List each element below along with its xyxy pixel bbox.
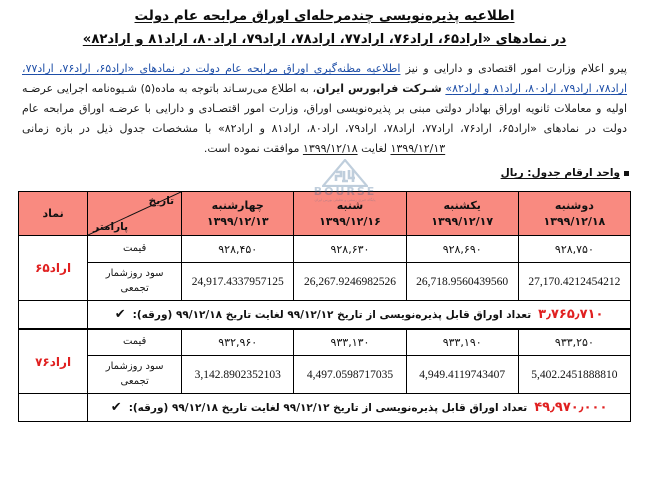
paragraph-segment-1[interactable]: اطلاعیه مظنه‌گیری اوراق مرابحه عام دولت …: [22, 62, 628, 96]
logo-mark-icon: [322, 159, 368, 188]
accrued-profit-cell: 4,497.0598717035: [293, 355, 407, 395]
subscription-summary-text: تعداد اوراق قابل پذیره‌نویسی از تاریخ ۹۹…: [128, 401, 528, 414]
paragraph-segment-7: ۱۳۹۹/۱۲/۱۸: [302, 142, 358, 156]
accrued-profit-cell: 3,142.8902352103: [181, 355, 295, 395]
table-head: دوشنبه ۱۳۹۹/۱۲/۱۸ یکشنبه ۱۳۹۹/۱۲/۱۷ شنبه…: [17, 191, 632, 237]
subscription-summary-cell: ۳٫۷۶۵٫۷۱۰ تعداد اوراق قابل پذیره‌نویسی ا…: [87, 300, 631, 330]
column-header-date-1: چهارشنبه ۱۳۹۹/۱۲/۱۳: [181, 191, 295, 237]
price-cell: ۹۲۸,۴۵۰: [181, 235, 295, 264]
paragraph-segment-3: شـرکت فرابورس ایران: [316, 82, 442, 96]
accrued-profit-cell: 26,267.9246982526: [293, 262, 407, 302]
table-row-summary: ۴۹٫۹۷۰٫۰۰۰ تعداد اوراق قابل پذیره‌نویسی …: [17, 393, 631, 423]
symbol-cell: اراد۶۵: [17, 235, 89, 302]
symbol-cell-spacer: [17, 300, 89, 330]
symbol-cell-spacer: [17, 393, 89, 423]
accrued-profit-cell: 5,402.2451888810: [517, 355, 632, 395]
accrued-value: 24,917.4337957125: [191, 275, 284, 288]
unit-note-row: واحد ارقام جدول: ریال BOURSE پایگاه خبری…: [0, 159, 649, 202]
price-cell: ۹۲۸,۶۹۰: [405, 235, 519, 264]
price-cell: ۹۳۳,۱۹۰: [405, 327, 519, 357]
subscription-total-value: ۴۹٫۹۷۰٫۰۰۰: [534, 400, 608, 416]
accrued-value: 3,142.8902352103: [194, 368, 281, 381]
check-mark-icon: ✔: [110, 400, 122, 416]
subscription-total-value: ۳٫۷۶۵٫۷۱۰: [538, 307, 604, 323]
row-label-price: قیمت: [87, 327, 183, 357]
date-label: ۱۳۹۹/۱۲/۱۷: [431, 214, 494, 228]
subscription-summary-cell: ۴۹٫۹۷۰٫۰۰۰ تعداد اوراق قابل پذیره‌نویسی …: [87, 393, 631, 423]
page-title-line-1: اطلاعیه پذیره‌نویسی چندمرحله‌ای اوراق مر…: [134, 8, 515, 24]
table-body: ۹۲۸,۷۵۰ ۹۲۸,۶۹۰ ۹۲۸,۶۳۰ ۹۲۸,۴۵۰ قیمت ارا…: [17, 235, 632, 423]
table-row: ۹۲۸,۷۵۰ ۹۲۸,۶۹۰ ۹۲۸,۶۳۰ ۹۲۸,۴۵۰ قیمت ارا…: [17, 235, 632, 302]
date-label: ۱۳۹۹/۱۲/۱۶: [319, 214, 381, 228]
column-header-date-4: دوشنبه ۱۳۹۹/۱۲/۱۸: [517, 191, 632, 237]
accrued-value: 4,949.4119743407: [419, 368, 506, 381]
table-row-summary: ۳٫۷۶۵٫۷۱۰ تعداد اوراق قابل پذیره‌نویسی ا…: [17, 300, 631, 330]
table-row: ۹۳۳,۲۵۰ ۹۳۳,۱۹۰ ۹۳۳,۱۳۰ ۹۳۲,۹۶۰ قیمت ارا…: [17, 327, 632, 395]
accrued-profit-cell: 26,718.9560439560: [405, 262, 519, 302]
subscription-summary-text: تعداد اوراق قابل پذیره‌نویسی از تاریخ ۹۹…: [132, 308, 532, 321]
column-header-parameter-date-split: تاریخ پارامتر: [87, 191, 183, 237]
column-header-date-2: شنبه ۱۳۹۹/۱۲/۱۶: [293, 191, 407, 237]
accrued-value: 26,267.9246982526: [303, 275, 396, 288]
accrued-label-line-2: تجمعی: [120, 375, 149, 387]
weekday-label: یکشنبه: [443, 199, 481, 213]
check-mark-icon: ✔: [114, 307, 126, 323]
date-label: ۱۳۹۹/۱۲/۱۸: [543, 214, 606, 228]
accrued-value: 4,497.0598717035: [306, 368, 394, 381]
price-cell: ۹۳۳,۱۳۰: [293, 327, 407, 357]
announcement-paragraph: پیرو اعلام وزارت امور اقتصادی و دارایی و…: [22, 59, 627, 159]
column-header-symbol: نماد: [17, 191, 89, 237]
accrued-profit-cell: 24,917.4337957125: [181, 262, 295, 302]
diagonal-divider-icon: [88, 192, 182, 236]
weekday-label: دوشنبه: [554, 199, 594, 213]
bond-table-wrapper: دوشنبه ۱۳۹۹/۱۲/۱۸ یکشنبه ۱۳۹۹/۱۲/۱۷ شنبه…: [17, 191, 632, 423]
paragraph-segment-6: لغایت: [357, 142, 391, 156]
price-cell: ۹۳۳,۲۵۰: [517, 327, 632, 357]
row-label-accrued-profit: سود روزشمار تجمعی: [87, 355, 183, 395]
accrued-label-line-1: سود روزشمار: [105, 268, 164, 280]
accrued-label-line-1: سود روزشمار: [105, 361, 164, 373]
accrued-profit-cell: 4,949.4119743407: [405, 355, 519, 395]
table-row: 27,170.4212454212 26,718.9560439560 26,2…: [19, 262, 632, 302]
page-title-line-2: در نمادهای «اراد۶۵، اراد۷۶، اراد۷۷، اراد…: [82, 31, 567, 47]
row-label-accrued-profit: سود روزشمار تجمعی: [87, 262, 183, 302]
symbol-cell: اراد۷۶: [17, 327, 89, 395]
column-header-date-3: یکشنبه ۱۳۹۹/۱۲/۱۷: [405, 191, 519, 237]
diagonal-label-parameter: پارامتر: [93, 221, 129, 234]
date-label: ۱۳۹۹/۱۲/۱۳: [206, 214, 269, 228]
accrued-value: 27,170.4212454212: [528, 275, 621, 288]
diagonal-label-date: تاریخ: [148, 195, 175, 208]
accrued-value: 26,718.9560439560: [416, 275, 509, 288]
price-cell: ۹۲۸,۶۳۰: [293, 235, 407, 264]
table-row: 5,402.2451888810 4,949.4119743407 4,497.…: [19, 355, 632, 395]
unit-note-label: واحد ارقام جدول: ریال: [500, 167, 620, 180]
square-bullet-icon: [624, 170, 629, 176]
table-header-row: دوشنبه ۱۳۹۹/۱۲/۱۸ یکشنبه ۱۳۹۹/۱۲/۱۷ شنبه…: [17, 191, 632, 237]
paragraph-segment-4: ، به اطلاع می‌رسـاند باتوجه به ماده(۵) ش…: [22, 82, 628, 136]
weekday-label: چهارشنبه: [211, 199, 264, 213]
paragraph-segment-5: ۱۳۹۹/۱۲/۱۳: [390, 142, 446, 156]
weekday-label: شنبه: [336, 199, 364, 213]
title-block: اطلاعیه پذیره‌نویسی چندمرحله‌ای اوراق مر…: [0, 0, 649, 50]
paragraph-segment-0: پیرو اعلام وزارت امور اقتصادی و دارایی و…: [400, 62, 627, 76]
bond-subscription-table: دوشنبه ۱۳۹۹/۱۲/۱۸ یکشنبه ۱۳۹۹/۱۲/۱۷ شنبه…: [17, 191, 632, 423]
price-cell: ۹۲۸,۷۵۰: [517, 235, 632, 264]
unit-note: واحد ارقام جدول: ریال: [501, 167, 629, 179]
accrued-label-line-2: تجمعی: [120, 282, 149, 294]
row-label-price: قیمت: [87, 235, 183, 264]
accrued-profit-cell: 27,170.4212454212: [517, 262, 632, 302]
price-cell: ۹۳۲,۹۶۰: [181, 327, 295, 357]
accrued-value: 5,402.2451888810: [531, 368, 618, 381]
paragraph-segment-8: موافقت نموده است.: [203, 142, 303, 156]
